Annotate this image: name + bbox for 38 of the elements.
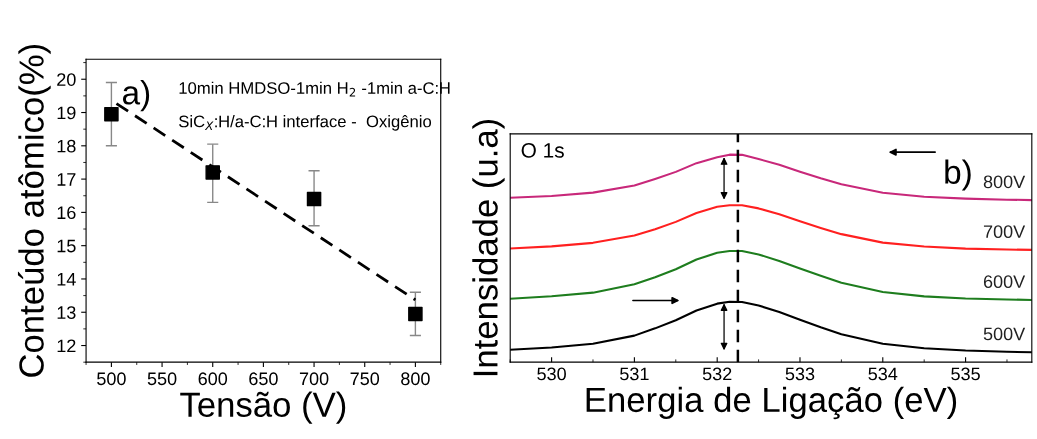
x-tick-label: 650	[249, 372, 278, 386]
y-tick-label: 16	[57, 206, 76, 220]
series-label: 500V	[983, 327, 1026, 341]
series-label: 600V	[983, 275, 1026, 289]
x-tick-label: 550	[147, 372, 177, 386]
y-tick-label: 12	[57, 339, 76, 353]
y-tick-label: 14	[57, 273, 76, 286]
series-label: 800V	[983, 175, 1026, 189]
x-tick-label: 750	[350, 372, 380, 386]
y-tick-label: 18	[57, 139, 76, 153]
y-tick-label: 13	[57, 306, 76, 319]
series-label: 700V	[983, 225, 1026, 239]
y-tick-label: 17	[57, 173, 76, 186]
x-tick-label: 532	[702, 367, 732, 381]
x-tick-label: 800	[401, 372, 430, 386]
y-axis-title: Conteúdo atômico(%)	[17, 44, 51, 377]
point	[306, 191, 322, 207]
x-tick-label: 700	[299, 372, 329, 386]
x-tick-label: 530	[537, 367, 566, 381]
y-tick-label: 15	[57, 239, 76, 253]
point	[104, 106, 119, 122]
point	[408, 306, 423, 322]
annotation: SiC$_{X}$:H/a-C:H interface - Oxigênio	[179, 115, 432, 131]
x-tick-label: 500	[97, 372, 126, 386]
y-tick-label: 19	[57, 106, 76, 120]
annotation: b)	[945, 159, 971, 191]
x-tick-label: 531	[620, 367, 649, 381]
y-tick-label: 20	[57, 73, 76, 86]
x-axis-title: Tensão (V)	[180, 391, 346, 424]
annotation: O 1s	[521, 143, 564, 158]
point	[205, 165, 221, 180]
annotation: a)	[122, 80, 150, 112]
x-axis-title: Energia de Ligação (eV)	[586, 386, 957, 420]
x-tick-label: 600	[198, 372, 228, 386]
x-tick-label: 533	[785, 367, 815, 381]
y-axis-title: Intensidade (u.a)	[472, 119, 505, 376]
x-tick-label: 535	[951, 367, 980, 381]
x-tick-label: 534	[868, 367, 898, 381]
